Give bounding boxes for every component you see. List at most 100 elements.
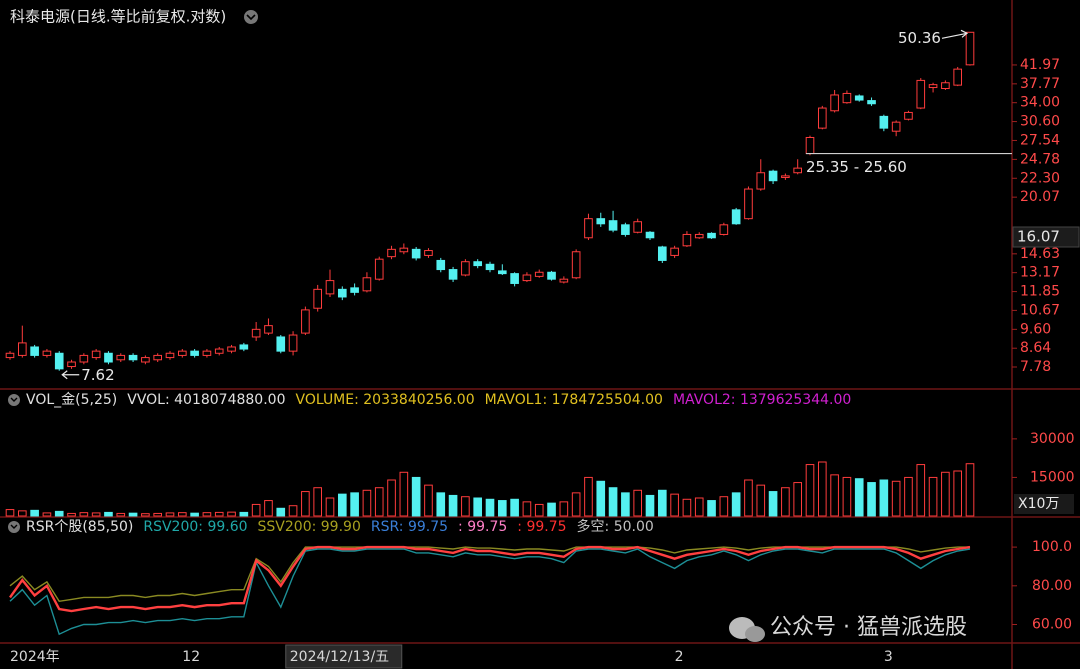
volume-bar	[42, 512, 52, 517]
candle-body	[313, 288, 323, 309]
candle-body	[953, 68, 963, 86]
volume-bar	[941, 471, 950, 517]
volume-bar	[214, 511, 224, 517]
volume-bar	[251, 503, 261, 517]
candle-body	[965, 31, 975, 66]
volume-bar	[965, 463, 975, 517]
volume-bar	[547, 502, 556, 517]
legend-item: VVOL: 4018074880.00	[127, 392, 285, 408]
y-tick-label: 30.60	[1020, 114, 1060, 130]
x-tick-label: 2	[675, 649, 684, 665]
volume-bar	[571, 492, 581, 517]
volume-bar	[473, 497, 483, 517]
candle-body	[707, 232, 716, 239]
volume-bar	[633, 489, 643, 517]
dropdown-icon[interactable]	[8, 521, 20, 533]
y-tick-label: 9.60	[1020, 321, 1051, 337]
volume-bar	[362, 489, 372, 517]
volume-bar	[128, 512, 138, 517]
volume-bar	[670, 493, 679, 517]
volume-bar	[621, 492, 630, 517]
candle-body	[399, 247, 409, 253]
y-tick-label: 7.78	[1020, 359, 1051, 375]
candle-body	[584, 218, 593, 239]
low-arrow	[61, 370, 80, 380]
volume-bar	[448, 494, 458, 517]
volume-bar	[399, 471, 409, 517]
candle-body	[54, 352, 64, 370]
volume-bar	[805, 464, 815, 517]
candle-body	[128, 354, 138, 361]
y-tick-label: 13.17	[1020, 265, 1060, 281]
volume-bar	[288, 505, 298, 517]
volume-bar	[817, 461, 827, 517]
volume-bar	[153, 512, 163, 517]
high-label: 50.36	[898, 29, 941, 47]
candle-body	[350, 287, 359, 293]
dropdown-icon[interactable]	[244, 10, 258, 24]
series-line	[9, 548, 971, 636]
volume-bar	[830, 474, 839, 517]
candle-body	[79, 354, 89, 363]
legend-item: 多空: 50.00	[577, 518, 654, 535]
candle-body	[621, 224, 630, 235]
candle-body	[608, 220, 618, 231]
legend-item: RSR: 99.75	[371, 519, 448, 535]
volume-bar	[510, 498, 519, 517]
volume-bar	[682, 498, 692, 517]
y-tick-label: 80.00	[1032, 578, 1072, 594]
candle-body	[805, 136, 815, 155]
candle-body	[830, 94, 839, 112]
volume-bar	[793, 482, 803, 517]
volume-bar	[54, 510, 64, 517]
candle-body	[104, 352, 113, 363]
x-tick-label: 2024/12/13/五	[290, 649, 389, 665]
volume-bar	[781, 487, 790, 517]
candle-body	[633, 221, 643, 233]
volume-bar	[202, 512, 212, 517]
candle-body	[571, 251, 581, 279]
volume-bar	[842, 476, 852, 517]
dropdown-icon[interactable]	[8, 394, 20, 406]
legend-item: RSV200: 99.60	[143, 519, 247, 535]
volume-bar	[891, 480, 901, 517]
candle-body	[657, 246, 667, 261]
volume-bar	[141, 513, 150, 517]
candle-body	[670, 247, 679, 256]
volume-bar	[424, 484, 433, 517]
volume-bar	[608, 487, 618, 517]
volume-bar	[867, 482, 876, 517]
candle-body	[817, 107, 827, 129]
y-tick-label: 20.07	[1020, 189, 1060, 205]
candle-body	[17, 342, 27, 356]
candle-body	[42, 350, 52, 356]
x-tick-label: 2024年	[10, 649, 60, 665]
volume-bar	[313, 487, 323, 517]
volume-bar	[879, 479, 889, 517]
candle-body	[411, 248, 421, 259]
candle-body	[510, 273, 519, 284]
candle-body	[485, 263, 495, 271]
candle-body	[91, 350, 101, 359]
y-tick-label: 100.0	[1032, 539, 1072, 555]
candle-body	[301, 309, 310, 334]
volume-bar	[916, 464, 926, 517]
unit-box	[1014, 494, 1074, 514]
candle-body	[793, 167, 803, 174]
candle-body	[904, 111, 913, 120]
candle-body	[842, 92, 852, 104]
candle-body	[522, 274, 532, 282]
volume-bar	[657, 489, 667, 517]
y-tick-label: 60.00	[1032, 617, 1072, 633]
y-tick-label: 30000	[1030, 431, 1075, 447]
candle-body	[941, 82, 950, 90]
series-line	[9, 545, 971, 613]
volume-bar	[264, 500, 273, 517]
watermark-icon	[729, 617, 765, 642]
low-label: 7.62	[81, 366, 114, 384]
candle-body	[337, 288, 347, 298]
candle-body	[744, 188, 753, 220]
candle-body	[202, 350, 212, 356]
candle-body	[239, 344, 249, 350]
